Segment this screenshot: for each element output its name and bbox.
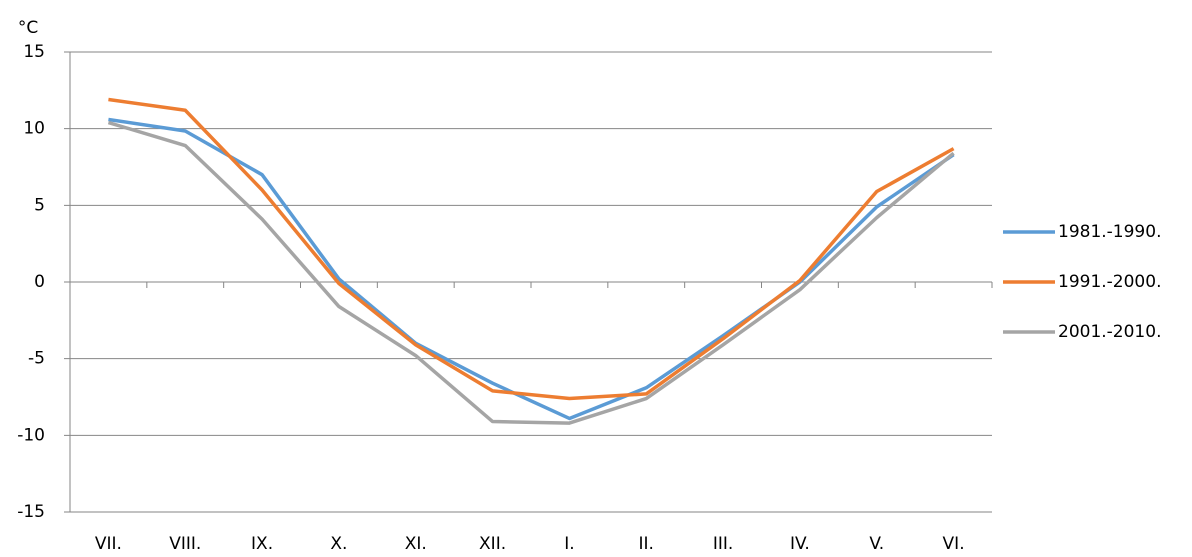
y-tick-label: -15 [17, 502, 45, 522]
legend-label: 1991.-2000. [1058, 272, 1161, 292]
legend-label: 2001.-2010. [1058, 322, 1161, 342]
x-tick-label: IV. [790, 534, 810, 554]
y-tick-label: 10 [23, 119, 45, 139]
x-tick-label: II. [639, 534, 654, 554]
x-tick-label: I. [564, 534, 574, 554]
x-tick-label: VI. [943, 534, 965, 554]
y-tick-label: 0 [34, 272, 45, 292]
x-tick-label: XI. [405, 534, 427, 554]
x-tick-label: III. [713, 534, 733, 554]
series-line [108, 117, 955, 421]
y-tick-label: 15 [23, 42, 45, 62]
y-axis-label: °C [18, 18, 38, 38]
x-tick-label: VII. [95, 534, 122, 554]
series-line [108, 97, 955, 401]
y-tick-label: 5 [34, 195, 45, 215]
y-tick-label: -10 [17, 425, 45, 445]
x-tick-label: V. [869, 534, 884, 554]
legend-label: 1981.-1990. [1058, 222, 1161, 242]
y-tick-label: -5 [28, 349, 45, 369]
x-tick-label: XII. [479, 534, 506, 554]
series-line [107, 120, 955, 425]
x-tick-label: X. [330, 534, 347, 554]
x-tick-label: VIII. [169, 534, 201, 554]
x-tick-label: IX. [251, 534, 273, 554]
